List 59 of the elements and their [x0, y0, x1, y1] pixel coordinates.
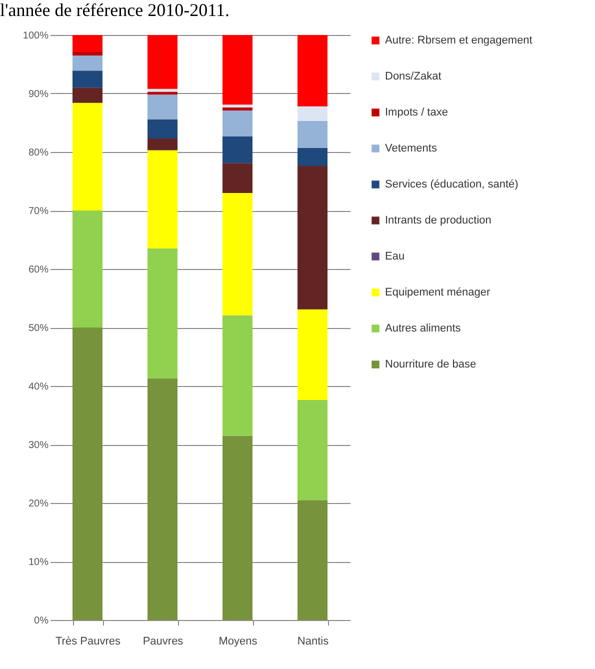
- bar: [148, 92, 178, 95]
- y-tick-label: 20%: [28, 498, 49, 510]
- bar: [148, 138, 178, 150]
- y-tick-label: 90%: [28, 89, 49, 100]
- y-tick-label: 80%: [28, 148, 49, 158]
- bar: [222, 163, 252, 193]
- bar: [148, 119, 178, 139]
- bar: [148, 94, 178, 120]
- bar: [222, 110, 252, 136]
- legend-label: Eau: [385, 250, 405, 262]
- legend-label: Equipement ménager: [385, 286, 491, 298]
- bar: [148, 35, 178, 89]
- bar: [72, 35, 102, 52]
- legend-label: Intrants de production: [385, 214, 492, 226]
- legend-label: Services (éducation, santé): [385, 178, 518, 190]
- bar: [72, 70, 102, 88]
- bar: [298, 400, 328, 500]
- x-tick-label: Nantis: [297, 636, 330, 648]
- bar: [72, 52, 102, 56]
- legend-label: Nourriture de base: [385, 358, 476, 370]
- bar: [72, 102, 102, 210]
- legend-label: Autre: Rbrsem et engagement: [385, 34, 532, 46]
- bar: [72, 328, 102, 620]
- bar: [148, 248, 178, 378]
- bar: [222, 436, 252, 620]
- legend-label: Impots / taxe: [385, 106, 448, 118]
- bar: [72, 55, 102, 71]
- legend-label: Vetements: [385, 142, 438, 154]
- legend-label: Dons/Zakat: [385, 70, 442, 82]
- y-tick-label: 40%: [28, 382, 49, 392]
- bar: [72, 210, 102, 328]
- x-tick-label: Pauvres: [142, 636, 184, 648]
- y-tick-label: 0%: [34, 616, 49, 626]
- bar: [222, 136, 252, 164]
- y-tick-label: 50%: [28, 323, 49, 334]
- bar: [72, 88, 102, 103]
- y-tick-label: 100%: [22, 30, 49, 42]
- bar: [222, 108, 252, 110]
- bar: [298, 120, 328, 148]
- bar: [148, 150, 178, 249]
- x-tick-label: Moyens: [218, 636, 258, 648]
- bar: [222, 104, 252, 108]
- bar: [222, 35, 252, 105]
- bar: [298, 35, 328, 106]
- x-tick-label: Très Pauvres: [55, 636, 121, 648]
- bar: [298, 500, 328, 620]
- legend-label: Autres aliments: [385, 322, 462, 334]
- y-tick-label: 30%: [28, 440, 49, 451]
- bar: [222, 315, 252, 436]
- y-tick-label: 10%: [28, 557, 49, 568]
- chart-title: l'année de référence 2010-2011.: [0, 0, 230, 20]
- bar: [298, 309, 328, 400]
- y-tick-label: 60%: [28, 264, 49, 276]
- y-tick-label: 70%: [28, 206, 49, 217]
- bar: [222, 192, 252, 316]
- bar: [298, 106, 328, 121]
- bar: [298, 166, 328, 310]
- bar: [148, 378, 178, 620]
- bar: [298, 148, 328, 166]
